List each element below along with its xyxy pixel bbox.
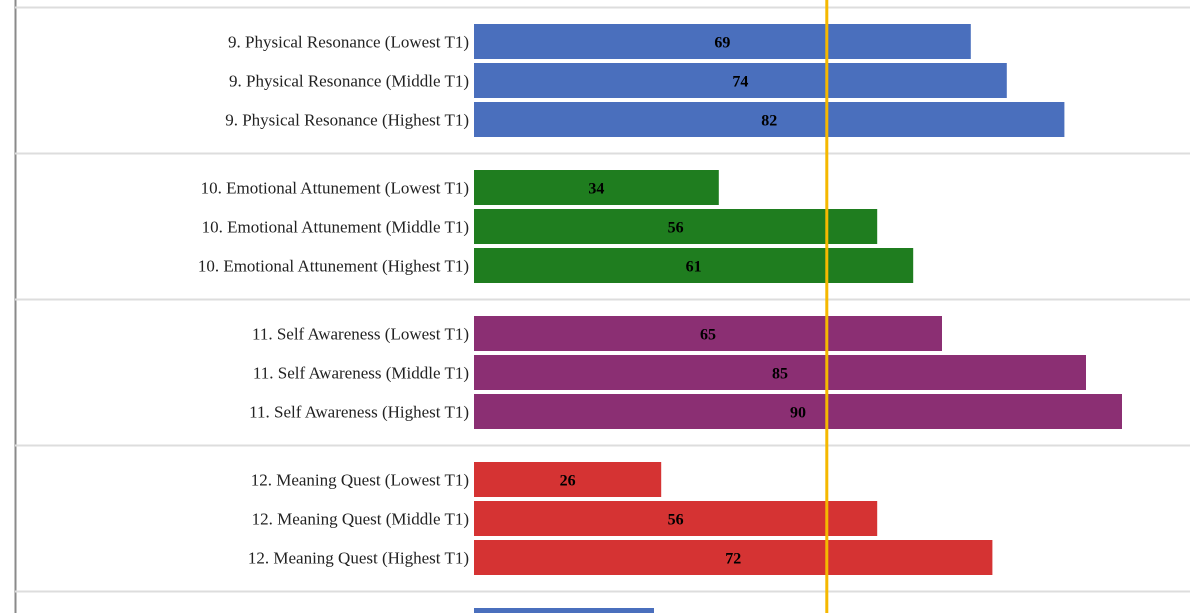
category-label: 10. Emotional Attunement (Lowest T1) [201,179,469,198]
value-labels-layer: 69 74 82 34 56 61 65 85 90 26 56 72 [560,35,806,568]
bar [474,394,1122,429]
category-label: 9. Physical Resonance (Highest T1) [225,111,469,130]
category-label: 9. Physical Resonance (Lowest T1) [228,33,469,52]
bar [474,102,1065,137]
bar-value-label: 85 [772,366,788,383]
bar-value-label: 74 [732,74,748,91]
bar [474,170,719,205]
category-label: 12. Meaning Quest (Middle T1) [252,510,469,529]
bars-layer [474,24,1122,613]
bar [474,540,993,575]
category-label: 11. Self Awareness (Middle T1) [253,364,469,383]
bar [474,316,942,351]
category-label: 12. Meaning Quest (Highest T1) [248,549,469,568]
bar-value-label: 61 [686,259,702,276]
bar [474,248,914,283]
category-label: 10. Emotional Attunement (Middle T1) [202,218,469,237]
bar [474,24,971,59]
bar [474,209,878,244]
bar-value-label: 56 [668,220,684,237]
group-separators [15,6,1190,593]
bar [474,608,654,613]
category-label: 10. Emotional Attunement (Highest T1) [198,257,469,276]
bar [474,501,878,536]
bar-value-label: 26 [560,473,576,490]
bar-value-label: 72 [725,551,741,568]
category-label: 9. Physical Resonance (Middle T1) [229,72,469,91]
category-label: 11. Self Awareness (Highest T1) [249,403,469,422]
bar-value-label: 90 [790,405,806,422]
bar-value-label: 82 [761,113,777,130]
bar [474,63,1007,98]
bar-value-label: 65 [700,327,716,344]
bar-value-label: 56 [668,512,684,529]
bar-value-label: 34 [588,181,604,198]
category-label: 11. Self Awareness (Lowest T1) [252,325,469,344]
category-labels-layer: 9. Physical Resonance (Lowest T1) 9. Phys… [198,33,469,568]
bar [474,355,1086,390]
bar-value-label: 69 [714,35,730,52]
bar [474,462,662,497]
category-label: 12. Meaning Quest (Lowest T1) [251,471,469,490]
